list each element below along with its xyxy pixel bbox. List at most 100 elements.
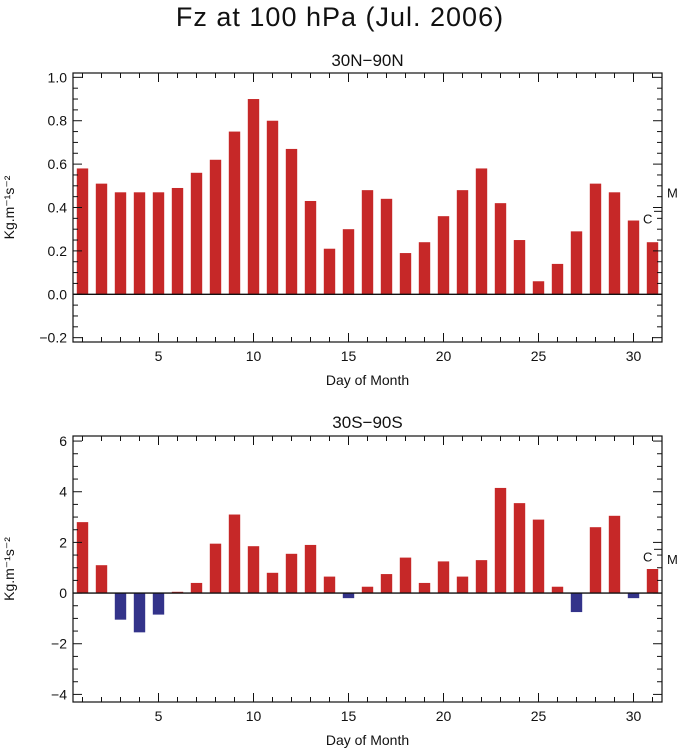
y-tick-label: 6: [59, 433, 67, 449]
marker-m-label: M: [667, 185, 678, 200]
x-tick-label: 5: [155, 708, 163, 724]
bar-day-24: [513, 503, 526, 594]
bar-day-28: [589, 527, 602, 594]
panel-nh: 30N−90N 5 10 15 20 25 30 −0.2 0.0 0.2 0.4 0.6 0.8 1.0…: [1, 51, 678, 388]
bar-day-25: [532, 519, 545, 594]
bar-day-27: [570, 593, 583, 613]
bar-day-23: [494, 487, 507, 594]
bar-day-27: [570, 231, 583, 295]
bar-day-21: [456, 576, 469, 594]
bar-day-14: [323, 248, 336, 295]
bar-day-3: [114, 593, 127, 620]
bar-day-7: [190, 582, 203, 594]
x-tick-label: 10: [246, 348, 262, 364]
bar-day-23: [494, 203, 507, 295]
x-axis-label: Day of Month: [326, 372, 409, 388]
bar-day-5: [152, 593, 165, 615]
bar-day-30: [627, 220, 640, 295]
y-tick-label: 4: [59, 484, 67, 500]
x-tick-label: 25: [531, 348, 547, 364]
bar-day-13: [304, 200, 317, 295]
x-tick-label: 10: [246, 708, 262, 724]
x-tick-label: 15: [341, 708, 357, 724]
bar-day-1: [76, 522, 89, 594]
bar-day-2: [95, 183, 108, 295]
bar-day-18: [399, 557, 412, 594]
bar-day-31: [646, 242, 659, 295]
bar-day-12: [285, 148, 298, 295]
bar-day-13: [304, 544, 317, 594]
bar-day-16: [361, 190, 374, 295]
y-axis-label: Kg.m⁻¹s⁻²: [1, 537, 17, 601]
y-tick-label: 0: [59, 585, 67, 601]
x-tick-label: 25: [531, 708, 547, 724]
bar-day-26: [551, 263, 564, 295]
bar-day-17: [380, 574, 393, 594]
x-tick-label: 30: [626, 708, 642, 724]
x-tick-label: 20: [436, 348, 452, 364]
bar-day-7: [190, 172, 203, 295]
bar-day-26: [551, 586, 564, 594]
panel-title-sh: 30S−90S: [332, 413, 402, 432]
y-tick-label: 0.2: [48, 243, 68, 259]
y-tick-label: 1.0: [48, 69, 68, 85]
y-axis-label: Kg.m⁻¹s⁻²: [1, 175, 17, 239]
bar-day-9: [228, 131, 241, 295]
bar-day-22: [475, 168, 488, 295]
bar-day-31: [646, 569, 659, 594]
y-tick-label: 0.0: [48, 286, 68, 302]
bar-day-12: [285, 553, 298, 594]
bar-day-24: [513, 240, 526, 295]
y-tick-label: 0.4: [48, 200, 68, 216]
x-tick-label: 15: [341, 348, 357, 364]
page-title: Fz at 100 hPa (Jul. 2006): [175, 2, 505, 32]
bar-day-18: [399, 253, 412, 295]
x-tick-label: 20: [436, 708, 452, 724]
bar-day-2: [95, 565, 108, 594]
marker-c-label: C: [643, 549, 652, 564]
bar-day-4: [133, 593, 146, 633]
bar-day-10: [247, 546, 260, 594]
bar-day-11: [266, 572, 279, 594]
bar-day-29: [608, 192, 621, 295]
y-tick-label: 0.6: [48, 156, 68, 172]
bar-day-28: [589, 183, 602, 295]
bar-day-11: [266, 120, 279, 295]
y-tick-label: 0.8: [48, 113, 68, 129]
bar-day-29: [608, 515, 621, 594]
x-axis-label: Day of Month: [326, 732, 409, 748]
y-tick-label: −4: [51, 686, 67, 702]
bar-day-8: [209, 159, 222, 295]
bar-day-10: [247, 99, 260, 295]
bar-day-22: [475, 560, 488, 594]
bar-day-14: [323, 576, 336, 594]
bar-day-6: [171, 187, 184, 295]
bar-day-8: [209, 543, 222, 594]
panel-sh: 30S−90S 5 10 15 20 25 30 −4 −2 0 2 4 6 Day of Month Kg…: [1, 413, 678, 748]
bar-day-20: [437, 216, 450, 295]
y-tick-label: −0.2: [39, 330, 67, 346]
bar-day-19: [418, 582, 431, 594]
bar-day-15: [342, 229, 355, 295]
bar-day-21: [456, 190, 469, 295]
y-tick-label: −2: [51, 636, 67, 652]
bar-day-19: [418, 242, 431, 295]
bar-day-15: [342, 593, 355, 599]
bar-day-1: [76, 168, 89, 295]
bar-day-4: [133, 192, 146, 295]
bar-day-20: [437, 561, 450, 594]
bar-day-9: [228, 514, 241, 594]
marker-c-label: C: [643, 211, 652, 226]
panel-title-nh: 30N−90N: [331, 51, 403, 70]
bar-day-25: [532, 281, 545, 295]
x-tick-label: 5: [155, 348, 163, 364]
bar-day-17: [380, 198, 393, 295]
bar-day-3: [114, 192, 127, 295]
bar-day-30: [627, 593, 640, 599]
bar-day-16: [361, 586, 374, 594]
x-tick-label: 30: [626, 348, 642, 364]
bar-day-5: [152, 192, 165, 295]
marker-m-label: M: [667, 552, 678, 567]
plot-frame: [72, 435, 663, 703]
